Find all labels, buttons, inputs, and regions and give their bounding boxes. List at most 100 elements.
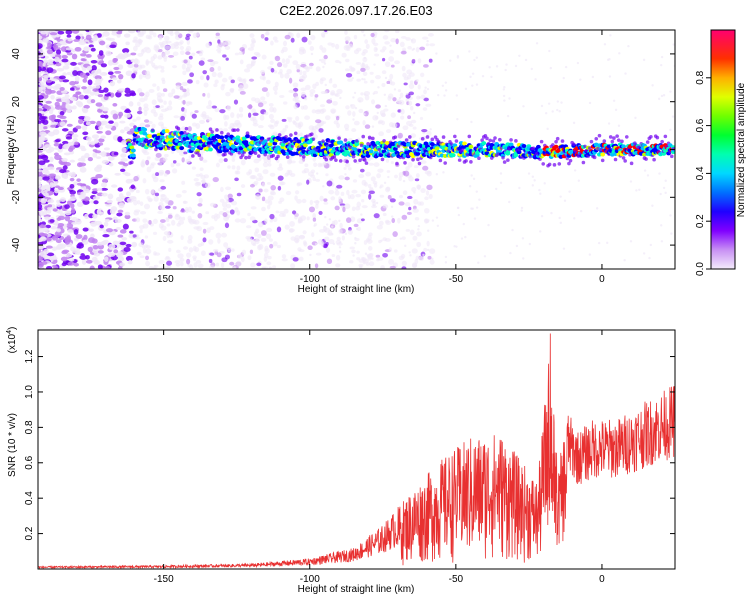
heatmap-ridge-halo (244, 155, 248, 160)
heatmap-speckle (46, 67, 54, 73)
heatmap-ridge-point (179, 146, 185, 151)
heatmap-speckle (627, 44, 630, 48)
heatmap-speckle (225, 57, 229, 61)
heatmap-speckle (199, 167, 204, 171)
heatmap-speckle (133, 58, 140, 65)
heatmap-speckle (259, 75, 266, 80)
heatmap-speckle (360, 218, 365, 222)
heatmap-speckle (669, 128, 672, 132)
heatmap-ridge-halo (334, 158, 338, 162)
heatmap-speckle (349, 193, 355, 200)
heatmap-speckle (535, 42, 539, 45)
heatmap-speckle (339, 96, 342, 100)
heatmap-speckle (179, 257, 185, 262)
heatmap-speckle (83, 116, 91, 121)
heatmap-speckle (226, 105, 232, 111)
heatmap-speckle (153, 196, 159, 202)
heatmap-speckle (68, 257, 75, 262)
heatmap-ridge-halo (353, 159, 357, 163)
heatmap-speckle (118, 193, 124, 198)
heatmap-speckle (155, 105, 160, 108)
heatmap-speckle (160, 204, 165, 211)
heatmap-speckle (155, 172, 160, 177)
heatmap-speckle (533, 179, 536, 182)
heatmap-speckle (61, 54, 68, 59)
heatmap-speckle (371, 99, 376, 105)
heatmap-speckle (46, 209, 52, 214)
heatmap-speckle (166, 260, 173, 266)
heatmap-ridge-point (208, 147, 213, 152)
heatmap-speckle (116, 212, 123, 217)
heatmap-speckle (264, 199, 270, 204)
heatmap-speckle (408, 251, 411, 254)
heatmap-speckle (158, 121, 164, 127)
heatmap-speckle (559, 195, 562, 198)
heatmap-speckle (63, 161, 71, 167)
heatmap-speckle (209, 202, 216, 207)
heatmap-speckle (290, 37, 295, 43)
heatmap-speckle (46, 49, 54, 55)
heatmap-speckle (261, 196, 266, 202)
heatmap-speckle (635, 189, 638, 192)
heatmap-speckle (334, 93, 338, 97)
heatmap-ridge-halo (207, 143, 211, 148)
heatmap-speckle (230, 112, 235, 118)
heatmap-speckle (123, 126, 130, 132)
heatmap-speckle (67, 229, 74, 234)
heatmap-speckle (444, 255, 448, 259)
heatmap-speckle (443, 94, 446, 97)
heatmap-speckle (171, 168, 178, 174)
heatmap-speckle (336, 184, 343, 189)
heatmap-speckle (293, 104, 298, 110)
heatmap-speckle (195, 181, 202, 186)
heatmap-speckle (148, 198, 153, 203)
heatmap-speckle (132, 118, 137, 122)
heatmap-speckle (221, 83, 226, 87)
heatmap-speckle (266, 181, 271, 185)
heatmap-speckle (276, 226, 282, 233)
heatmap-speckle (118, 88, 126, 92)
heatmap-speckle (38, 43, 43, 49)
heatmap-speckle (392, 97, 397, 102)
snr-y-tick-label: 1.2 (24, 349, 35, 363)
heatmap-speckle (334, 205, 340, 211)
heatmap-speckle (125, 178, 133, 184)
chart-title: C2E2.2026.097.17.26.E03 (279, 3, 432, 18)
heatmap-speckle (269, 218, 273, 223)
heatmap-ridge-halo (367, 135, 372, 140)
heatmap-speckle (164, 256, 171, 261)
heatmap-speckle (172, 51, 179, 56)
heatmap-speckle (74, 76, 80, 82)
heatmap-speckle (84, 213, 89, 220)
heatmap-speckle (185, 158, 191, 164)
heatmap-speckle (191, 52, 196, 56)
heatmap-speckle (117, 234, 124, 238)
heatmap-speckle (236, 122, 242, 129)
heatmap-speckle (92, 244, 99, 250)
heatmap-speckle (255, 53, 261, 58)
heatmap-speckle (411, 248, 418, 254)
heatmap-speckle (417, 201, 422, 206)
heatmap-speckle (172, 65, 178, 69)
heatmap-speckle (562, 247, 566, 250)
heatmap-ridge-halo (589, 139, 594, 144)
heatmap-ridge-halo (616, 138, 621, 142)
heatmap-ridge-halo (560, 139, 565, 143)
heatmap-speckle (129, 92, 137, 97)
heatmap-speckle (401, 266, 407, 269)
heatmap-speckle (311, 109, 317, 114)
heatmap-speckle (260, 237, 267, 242)
heatmap-speckle (346, 189, 350, 196)
heatmap-ridge-halo (655, 135, 660, 140)
heatmap-speckle (597, 241, 601, 245)
heatmap-speckle (98, 126, 104, 130)
heatmap-y-tick-label: 40 (11, 48, 22, 60)
heatmap-speckle (56, 199, 61, 204)
heatmap-speckle (151, 123, 156, 129)
heatmap-speckle (134, 209, 141, 213)
heatmap-speckle (281, 46, 288, 53)
heatmap-speckle (122, 223, 129, 230)
heatmap-speckle (338, 228, 343, 234)
heatmap-speckle (309, 92, 314, 97)
heatmap-speckle (375, 104, 381, 109)
